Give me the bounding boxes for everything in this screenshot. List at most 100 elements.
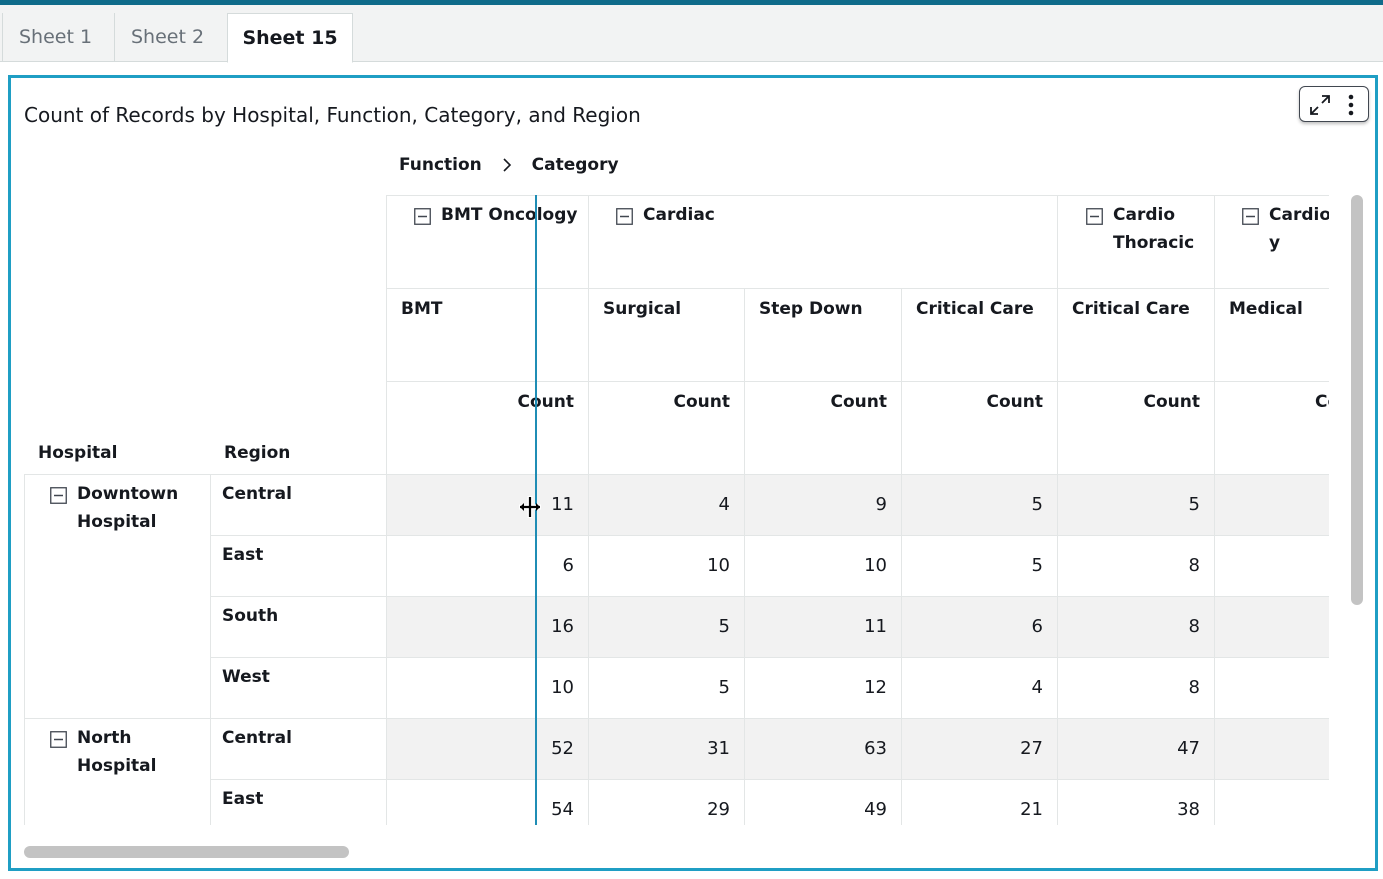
pivot-table: BMT Oncology Cardiac Cardio Thoracic Car… — [11, 195, 1329, 825]
measure-header: Count — [517, 392, 575, 412]
grid-line — [1057, 195, 1058, 825]
grid-line — [386, 195, 387, 825]
tab-sheet-15[interactable]: Sheet 15 — [227, 13, 353, 63]
visual-menu — [1299, 86, 1369, 122]
top-accent-bar — [0, 0, 1383, 5]
grid-line — [24, 474, 1329, 475]
grid-line — [386, 288, 1329, 289]
category-header: Step Down — [759, 299, 863, 319]
horizontal-scrollbar[interactable] — [24, 846, 349, 858]
value-cell[interactable]: 54 — [551, 799, 574, 820]
grid-line — [1214, 195, 1215, 825]
grid-line — [210, 657, 1329, 658]
function-header: BMT Oncology — [441, 205, 578, 225]
value-cell[interactable]: 8 — [1188, 616, 1200, 637]
row-shade — [386, 596, 1329, 657]
value-cell[interactable]: 27 — [1020, 738, 1043, 759]
category-header: Critical Care — [916, 299, 1034, 319]
value-cell[interactable]: 8 — [1188, 677, 1200, 698]
value-cell[interactable]: 47 — [1177, 738, 1200, 759]
value-cell[interactable]: 12 — [864, 677, 887, 698]
value-cell[interactable]: 5 — [1031, 555, 1043, 576]
value-cell[interactable]: 6 — [562, 555, 574, 576]
collapse-icon[interactable] — [616, 208, 633, 225]
region-label: South — [222, 606, 279, 626]
region-label: West — [222, 667, 270, 687]
function-header: Cardio — [1269, 205, 1329, 225]
value-cell[interactable]: 16 — [551, 616, 574, 637]
value-cell[interactable]: 10 — [551, 677, 574, 698]
value-cell[interactable]: 11 — [864, 616, 887, 637]
resize-cursor-icon — [517, 494, 543, 520]
hospital-label-line2: Hospital — [77, 756, 157, 776]
grid-line — [210, 474, 211, 825]
value-cell[interactable]: 29 — [707, 799, 730, 820]
breadcrumb-function[interactable]: Function — [399, 155, 482, 175]
value-cell[interactable]: 63 — [864, 738, 887, 759]
grid-line — [744, 288, 745, 825]
function-header: Cardiac — [643, 205, 715, 225]
expand-icon[interactable] — [1308, 93, 1332, 117]
value-cell[interactable]: 8 — [1188, 555, 1200, 576]
grid-line — [901, 288, 902, 825]
value-cell[interactable]: 5 — [1188, 494, 1200, 515]
value-cell[interactable]: 31 — [707, 738, 730, 759]
region-label: Central — [222, 484, 292, 504]
grid-line — [210, 535, 1329, 536]
value-cell[interactable]: 10 — [707, 555, 730, 576]
breadcrumb-category[interactable]: Category — [531, 155, 619, 175]
value-cell[interactable]: 21 — [1020, 799, 1043, 820]
value-cell[interactable]: 49 — [864, 799, 887, 820]
row-header-hospital: Hospital — [38, 443, 118, 463]
sheet-tab-bar: Sheet 1 Sheet 2 Sheet 15 — [0, 5, 1383, 63]
function-header: Cardio — [1113, 205, 1176, 225]
value-cell[interactable]: 10 — [864, 555, 887, 576]
vertical-scrollbar[interactable] — [1351, 195, 1363, 605]
function-header-line2: y — [1269, 233, 1281, 253]
tab-sheet-1[interactable]: Sheet 1 — [2, 13, 108, 62]
category-header: Critical Care — [1072, 299, 1190, 319]
value-cell[interactable]: 5 — [718, 616, 730, 637]
row-header-region: Region — [224, 443, 291, 463]
value-cell[interactable]: 11 — [551, 494, 574, 515]
row-shade — [386, 474, 1329, 535]
measure-header: Count — [1315, 392, 1329, 412]
grid-line — [24, 718, 1329, 719]
measure-header: Count — [673, 392, 731, 412]
category-header: Surgical — [603, 299, 682, 319]
tab-sheet-2[interactable]: Sheet 2 — [114, 13, 220, 62]
row-shade — [386, 718, 1329, 779]
value-cell[interactable]: 9 — [875, 494, 887, 515]
value-cell[interactable]: 5 — [718, 677, 730, 698]
region-label: East — [222, 545, 264, 565]
more-options-icon[interactable] — [1342, 92, 1360, 118]
value-cell[interactable]: 52 — [551, 738, 574, 759]
region-label: Central — [222, 728, 292, 748]
value-cell[interactable]: 5 — [1031, 494, 1043, 515]
measure-header: Count — [986, 392, 1044, 412]
measure-header: Count — [1143, 392, 1201, 412]
collapse-icon[interactable] — [50, 487, 67, 504]
grid-line — [24, 474, 25, 825]
collapse-icon[interactable] — [1242, 208, 1259, 225]
drill-breadcrumb: Function Category — [399, 154, 619, 175]
hospital-label: North — [77, 728, 132, 748]
region-label: East — [222, 789, 264, 809]
category-header: BMT — [401, 299, 443, 319]
grid-line — [588, 195, 589, 825]
value-cell[interactable]: 6 — [1031, 616, 1043, 637]
pivot-table-visual[interactable]: Count of Records by Hospital, Function, … — [8, 75, 1378, 871]
value-cell[interactable]: 4 — [1031, 677, 1043, 698]
collapse-icon[interactable] — [1086, 208, 1103, 225]
visual-title: Count of Records by Hospital, Function, … — [24, 103, 641, 127]
value-cell[interactable]: 38 — [1177, 799, 1200, 820]
grid-line — [386, 195, 1329, 196]
hospital-label: Downtown — [77, 484, 179, 504]
collapse-icon[interactable] — [50, 731, 67, 748]
grid-line — [210, 596, 1329, 597]
value-cell[interactable]: 4 — [718, 494, 730, 515]
hospital-label-line2: Hospital — [77, 512, 157, 532]
chevron-right-icon — [502, 157, 512, 178]
collapse-icon[interactable] — [414, 208, 431, 225]
grid-line — [386, 381, 1329, 382]
